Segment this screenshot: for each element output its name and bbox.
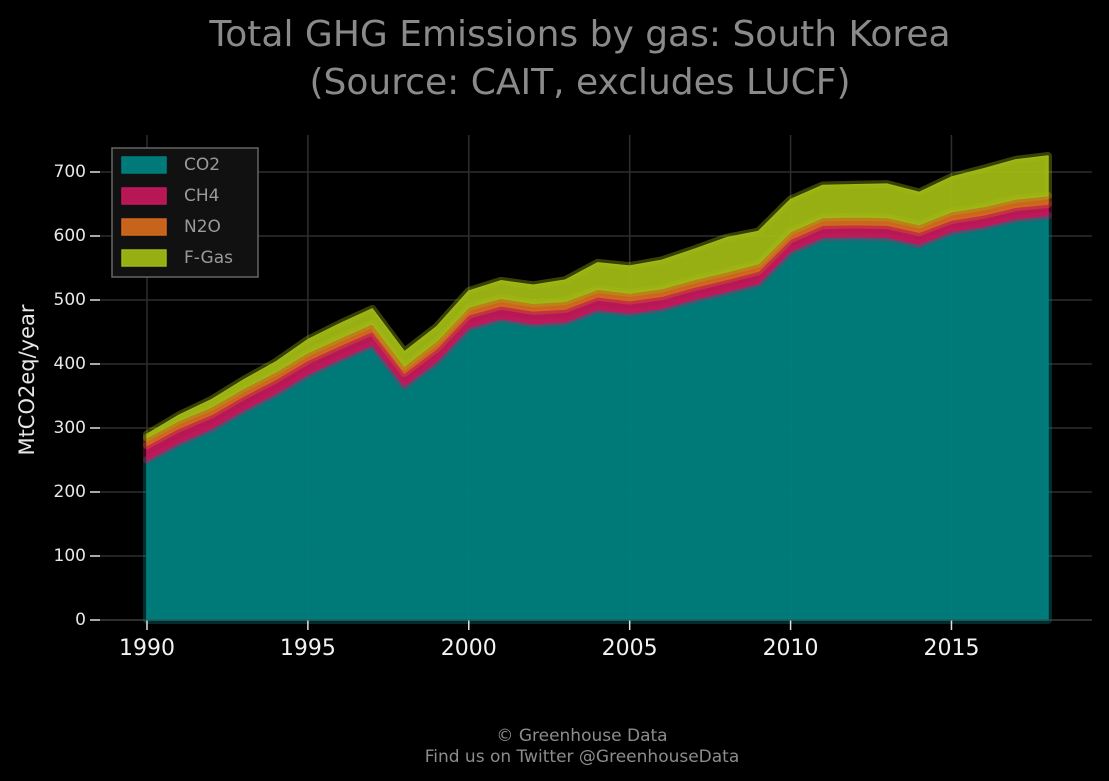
chart-title-line-1: Total GHG Emissions by gas: South Korea xyxy=(208,14,950,55)
x-tick-label: 2000 xyxy=(441,636,497,661)
x-tick-label: 2005 xyxy=(602,636,658,661)
legend-label-ch4: CH4 xyxy=(184,186,219,206)
chart-title: Total GHG Emissions by gas: South Korea … xyxy=(208,14,950,103)
y-tick-label: 400 xyxy=(54,354,86,374)
area-f-gas xyxy=(146,155,1049,439)
legend-swatch-f-gas xyxy=(121,249,167,267)
series-f-gas-group xyxy=(143,152,1052,442)
legend-label-f-gas: F-Gas xyxy=(184,248,233,268)
footer-copyright: © Greenhouse Data xyxy=(496,726,667,746)
legend-swatch-n2o xyxy=(121,218,167,236)
footer: © Greenhouse Data Find us on Twitter @Gr… xyxy=(425,726,740,767)
legend-swatch-co2 xyxy=(121,156,167,174)
y-axis-label: MtCO2eq/year xyxy=(15,304,39,455)
legend-label-co2: CO2 xyxy=(184,155,220,175)
legend-swatch-ch4 xyxy=(121,187,167,205)
legend: CO2 CH4 N2O F-Gas xyxy=(111,147,259,278)
plot-areas xyxy=(143,152,1052,624)
legend-label-n2o: N2O xyxy=(184,217,221,237)
y-tick-label: 0 xyxy=(75,610,86,630)
x-tick-label: 1995 xyxy=(280,636,336,661)
axes: 0 100 200 300 400 500 600 700 1990 1995 2000 2005 20… xyxy=(54,162,1092,661)
y-tick-label: 700 xyxy=(54,162,86,182)
y-tick-label: 100 xyxy=(54,546,86,566)
y-tick-label: 500 xyxy=(54,290,86,310)
y-tick-label: 200 xyxy=(54,482,86,502)
x-tick-label: 2015 xyxy=(923,636,979,661)
footer-twitter: Find us on Twitter @GreenhouseData xyxy=(425,747,740,767)
y-tick-label: 600 xyxy=(54,226,86,246)
y-tick-label: 300 xyxy=(54,418,86,438)
x-tick-label: 1990 xyxy=(119,636,175,661)
chart-title-line-2: (Source: CAIT, excludes LUCF) xyxy=(309,62,850,103)
x-tick-label: 2010 xyxy=(763,636,819,661)
